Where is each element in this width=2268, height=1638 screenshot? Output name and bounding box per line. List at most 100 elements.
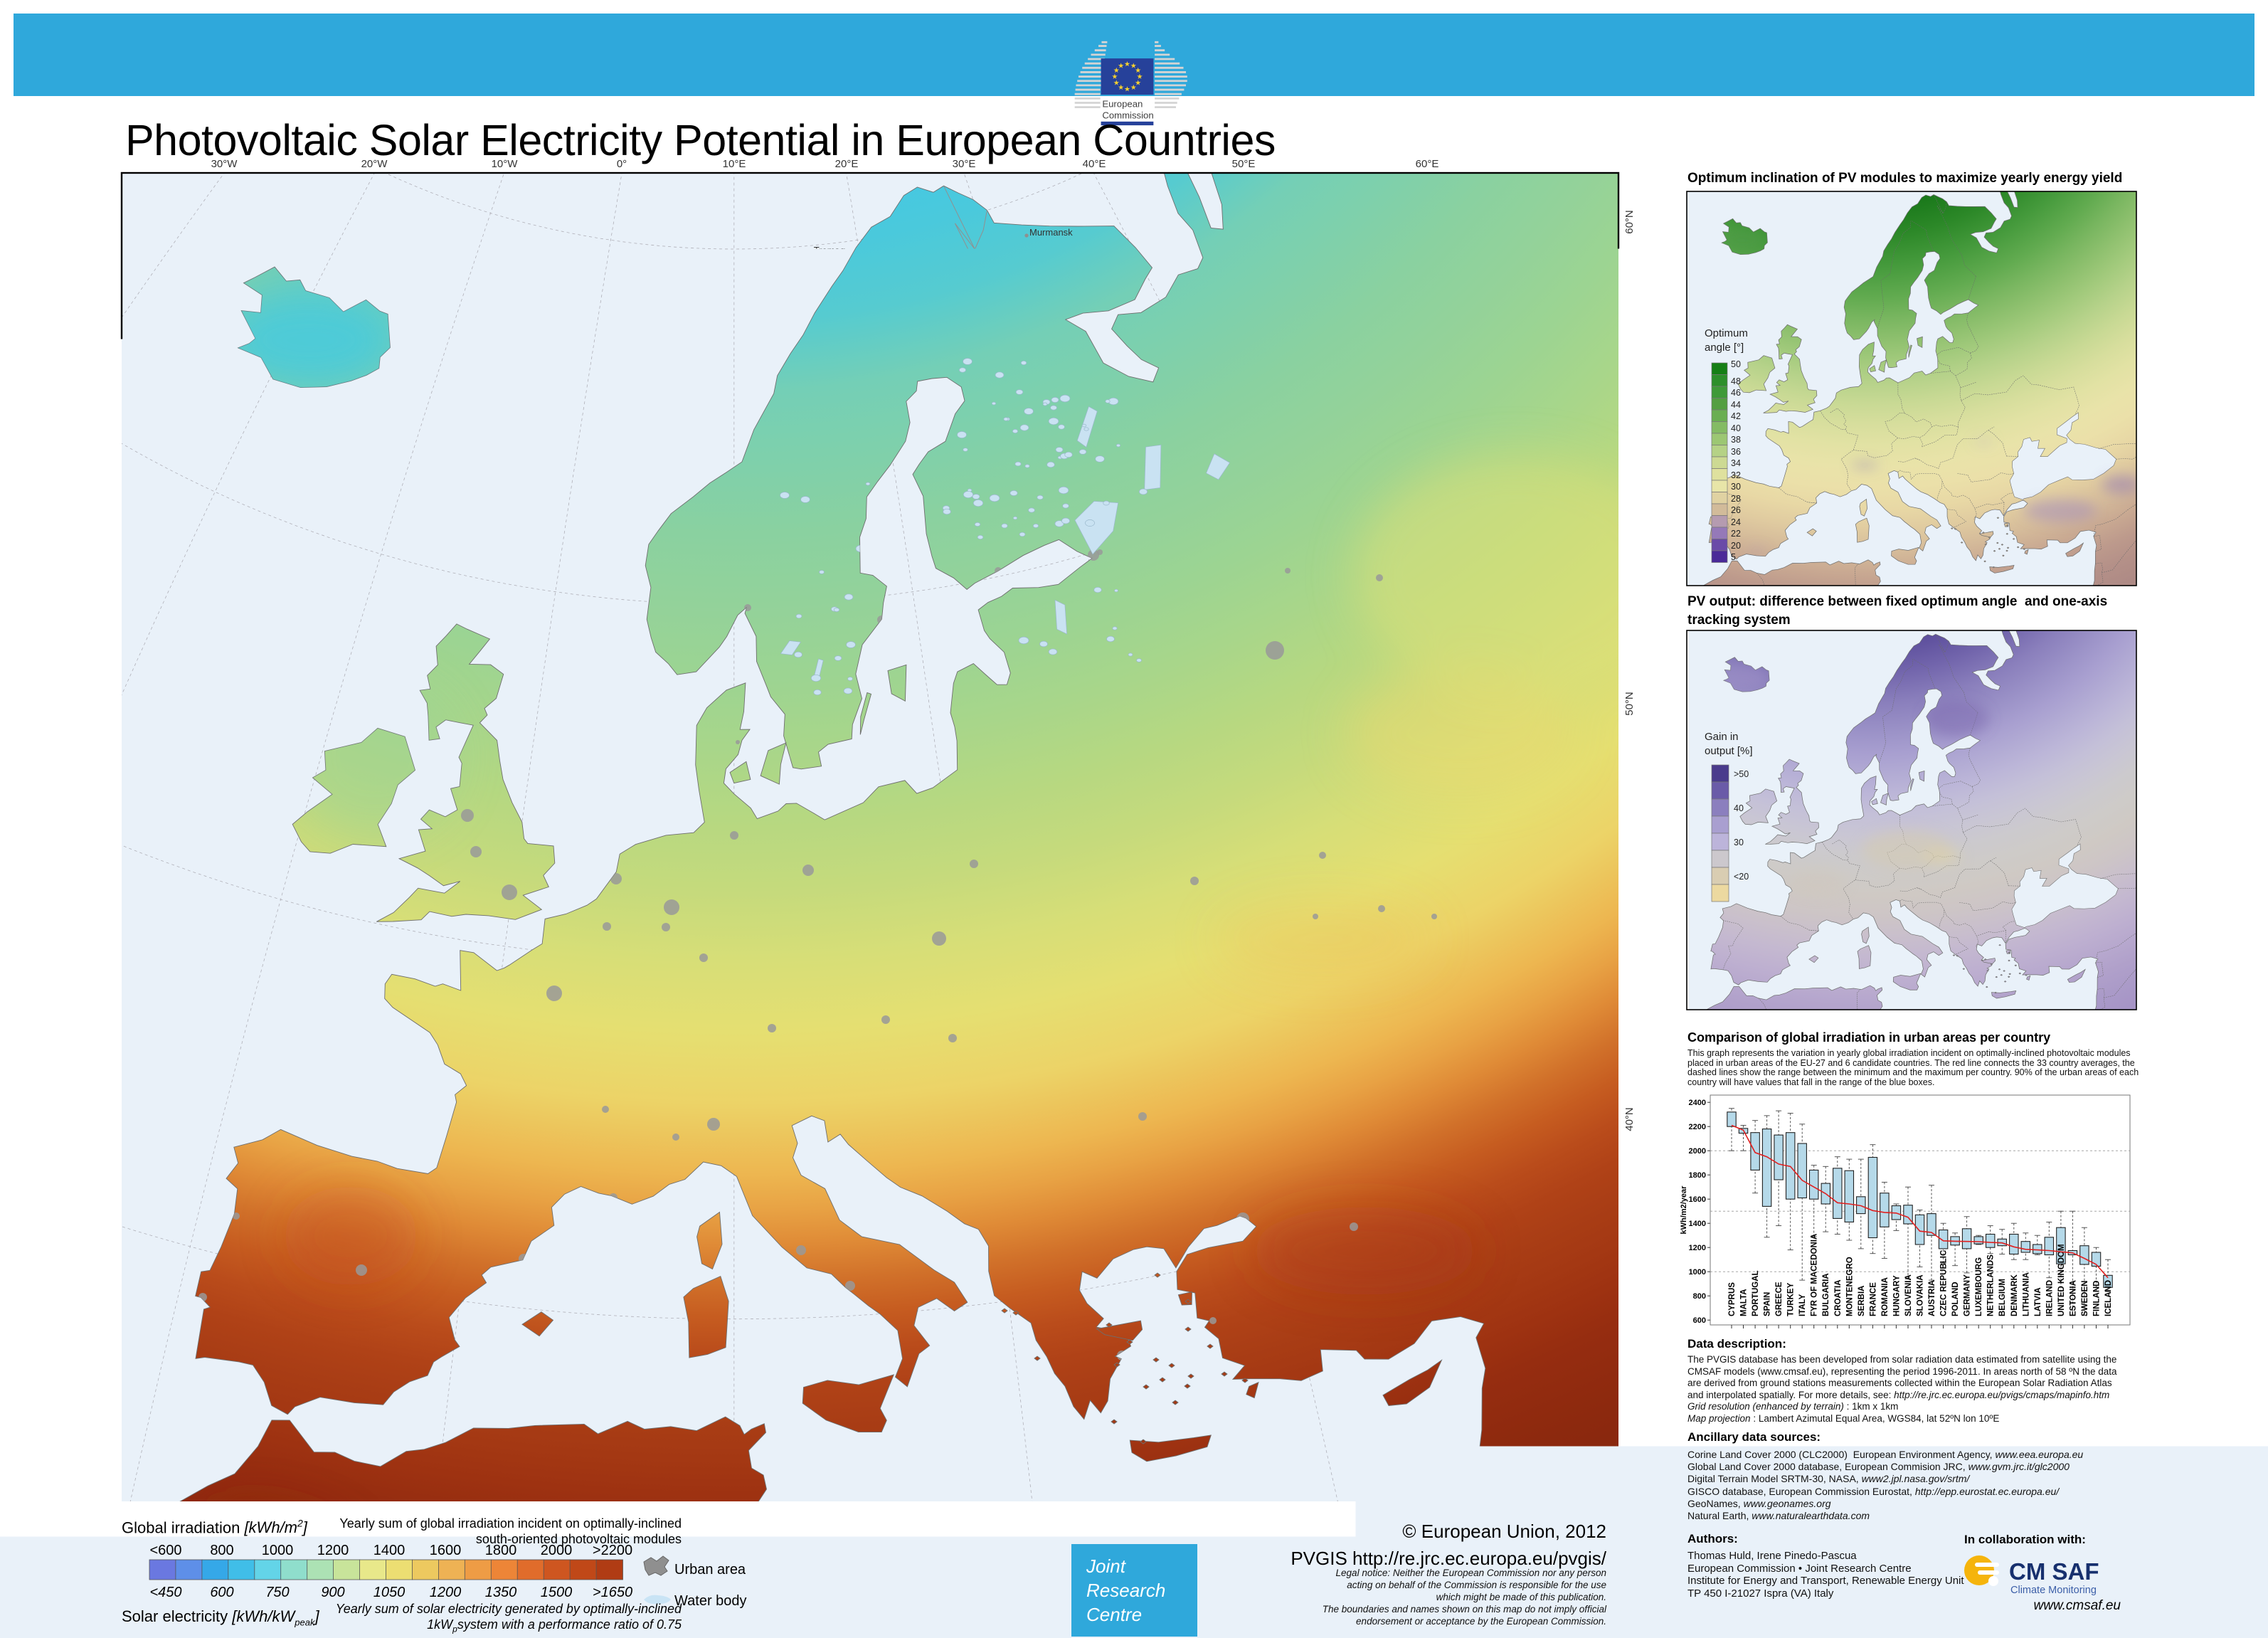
svg-text:Konya: Konya — [1367, 1292, 1394, 1303]
svg-text:Newcastleupon Tyne: Newcastle upon Tyne — [502, 755, 544, 776]
svg-text:Tromsø: Tromsø — [814, 245, 845, 255]
svg-text:Birmingham: Birmingham — [421, 849, 470, 860]
svg-text:Torino: Torino — [645, 1136, 670, 1146]
svg-text:Chişinău: Chişinău — [1193, 999, 1244, 1013]
svg-text:Luxembourg: Luxembourg — [566, 971, 639, 985]
svg-text:300: 300 — [1363, 1467, 1381, 1479]
svg-text:Vigo: Vigo — [221, 1173, 239, 1184]
svg-text:Ljubljana: Ljubljana — [787, 1089, 840, 1103]
svg-text:Halab: Halab — [1510, 1308, 1535, 1319]
svg-text:<20: <20 — [1734, 872, 1749, 882]
svg-text:Cádiz: Cádiz — [238, 1390, 261, 1400]
svg-text:Cambridge: Cambridge — [519, 867, 565, 878]
svg-text:Napoli: Napoli — [852, 1286, 878, 1296]
svg-text:Lahti: Lahti — [1007, 531, 1027, 541]
svg-text:60°N: 60°N — [104, 431, 116, 455]
svg-text:Stockholm: Stockholm — [812, 623, 874, 636]
svg-text:Angers: Angers — [449, 1035, 479, 1045]
svg-text:Zürich: Zürich — [670, 1056, 696, 1067]
svg-text:>1650: >1650 — [593, 1585, 632, 1600]
svg-text:Bremen: Bremen — [672, 843, 704, 854]
svg-text:Bat'umi: Bat'umi — [1523, 1082, 1554, 1093]
svg-text:Trondheim: Trondheim — [691, 475, 735, 486]
svg-text:UNITED KINGDOM: UNITED KINGDOM — [2057, 1244, 2066, 1316]
svg-text:Warszawa: Warszawa — [980, 854, 1038, 867]
svg-text:Strasbourg: Strasbourg — [630, 1013, 675, 1023]
svg-text:Bursa: Bursa — [1253, 1246, 1278, 1257]
svg-text:Alacant: Alacant — [442, 1349, 473, 1360]
svg-text:Londonderry: Londonderry — [387, 732, 439, 743]
svg-text:MONTENEGRO: MONTENEGRO — [1845, 1257, 1854, 1316]
svg-text:Rovaniemi: Rovaniemi — [960, 339, 1004, 349]
svg-text:Ploieşti: Ploieşti — [1104, 1090, 1134, 1101]
svg-text:Varna: Varna — [1200, 1141, 1224, 1152]
svg-text:Pardubice: Pardubice — [869, 954, 911, 965]
svg-text:Iaşi: Iaşi — [1160, 1004, 1175, 1015]
svg-text:Tula: Tula — [1275, 701, 1293, 712]
svg-text:Split: Split — [879, 1184, 898, 1195]
svg-text:Amsterdam: Amsterdam — [624, 860, 691, 874]
svg-text:Mahilyow: Mahilyow — [1159, 754, 1198, 765]
svg-text:Bordeaux: Bordeaux — [420, 1120, 460, 1131]
svg-text:Trieste: Trieste — [830, 1106, 857, 1116]
svg-text:20°E: 20°E — [1021, 1512, 1044, 1524]
svg-text:York: York — [482, 793, 500, 804]
svg-text:Fredrikstad: Fredrikstad — [753, 631, 799, 642]
svg-text:Tampere: Tampere — [928, 519, 964, 530]
svg-text:NETHERLANDS: NETHERLANDS — [1987, 1254, 1996, 1316]
svg-text:Caen: Caen — [467, 965, 489, 976]
svg-text:Penza: Penza — [1421, 668, 1448, 679]
svg-text:Banja Luka: Banja Luka — [868, 1140, 915, 1151]
svg-text:Podgorica: Podgorica — [983, 1204, 1043, 1217]
svg-text:Parma: Parma — [713, 1146, 741, 1156]
svg-text:Mykolaiv: Mykolaiv — [1225, 989, 1261, 1000]
svg-text:500: 500 — [1429, 1467, 1447, 1479]
svg-text:Pamplona: Pamplona — [430, 1196, 472, 1207]
svg-text:Nyíregyháza: Nyíregyháza — [1018, 1008, 1071, 1018]
svg-text:<600: <600 — [149, 1543, 181, 1558]
svg-text:Århus: Århus — [709, 733, 733, 744]
svg-text:44: 44 — [1731, 400, 1741, 410]
svg-text:Karlstad: Karlstad — [763, 615, 797, 626]
svg-text:50°N: 50°N — [104, 833, 116, 857]
svg-text:Madrid: Madrid — [367, 1260, 407, 1274]
svg-text:Berlin: Berlin — [768, 860, 802, 874]
svg-text:Tetovo: Tetovo — [996, 1217, 1023, 1227]
svg-text:Sofia: Sofia — [1048, 1182, 1078, 1195]
svg-text:Málaga: Málaga — [319, 1397, 350, 1408]
svg-text:Milano: Milano — [681, 1117, 708, 1128]
svg-text:Badajoz: Badajoz — [226, 1303, 260, 1314]
svg-text:Joensuu: Joensuu — [1057, 458, 1092, 468]
svg-text:Rostov-na-Donu: Rostov-na-Donu — [1437, 908, 1505, 919]
svg-text:20: 20 — [1731, 541, 1741, 551]
svg-text:Burgas: Burgas — [1160, 1176, 1189, 1187]
svg-text:Bodø: Bodø — [770, 339, 793, 350]
svg-text:1600: 1600 — [1689, 1195, 1706, 1204]
svg-text:Edinburgh: Edinburgh — [476, 725, 518, 736]
svg-text:Dublin: Dublin — [346, 799, 384, 813]
svg-text:Az-Zarqa: Az-Zarqa — [1522, 1457, 1560, 1468]
svg-text:Wien: Wien — [852, 1017, 880, 1030]
svg-text:Dimashq: Dimashq — [1517, 1411, 1569, 1425]
svg-text:Kursk: Kursk — [1273, 787, 1298, 798]
svg-text:Cork: Cork — [308, 842, 328, 853]
svg-text:30°E: 30°E — [953, 158, 976, 170]
svg-text:50°N: 50°N — [1623, 692, 1636, 716]
svg-text:GREECE: GREECE — [1775, 1282, 1784, 1316]
svg-text:Orléans: Orléans — [504, 1026, 537, 1037]
svg-text:Bielefeld: Bielefeld — [703, 881, 738, 892]
svg-text:Sundsvall: Sundsvall — [857, 504, 897, 515]
svg-text:Clermont-Ferrand: Clermont-Ferrand — [564, 1104, 637, 1114]
svg-text:Pori: Pori — [915, 529, 931, 540]
svg-text:1000: 1000 — [1689, 1268, 1706, 1277]
svg-text:Genève: Genève — [601, 1094, 634, 1104]
svg-text:Gävle: Gävle — [861, 566, 885, 576]
svg-text:Daugavpils: Daugavpils — [1066, 705, 1112, 716]
svg-text:Kemi: Kemi — [925, 369, 946, 380]
svg-text:Porto: Porto — [210, 1209, 232, 1220]
svg-text:Kiel: Kiel — [738, 798, 754, 809]
svg-text:HUNGARY: HUNGARY — [1892, 1275, 1901, 1316]
svg-text:Southampton: Southampton — [422, 909, 477, 920]
svg-text:Vaduz: Vaduz — [725, 1052, 760, 1065]
svg-text:Erfurt: Erfurt — [758, 926, 781, 936]
